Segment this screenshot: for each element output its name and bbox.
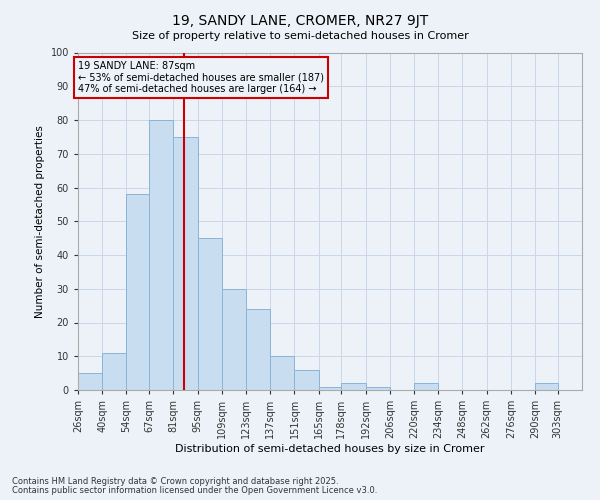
Bar [173,137,197,390]
Text: Contains HM Land Registry data © Crown copyright and database right 2025.: Contains HM Land Registry data © Crown c… [12,477,338,486]
Bar [270,356,295,390]
Bar [127,194,149,390]
Bar [197,238,222,390]
Bar [102,353,127,390]
Bar [149,120,173,390]
Y-axis label: Number of semi-detached properties: Number of semi-detached properties [35,125,45,318]
Bar [222,289,246,390]
Bar [414,383,438,390]
Bar [365,386,390,390]
Text: 19 SANDY LANE: 87sqm
← 53% of semi-detached houses are smaller (187)
47% of semi: 19 SANDY LANE: 87sqm ← 53% of semi-detac… [78,61,324,94]
Bar [341,383,365,390]
Bar [319,386,341,390]
Bar [78,373,102,390]
Bar [246,309,270,390]
Text: Contains public sector information licensed under the Open Government Licence v3: Contains public sector information licen… [12,486,377,495]
X-axis label: Distribution of semi-detached houses by size in Cromer: Distribution of semi-detached houses by … [175,444,485,454]
Bar [535,383,558,390]
Text: 19, SANDY LANE, CROMER, NR27 9JT: 19, SANDY LANE, CROMER, NR27 9JT [172,14,428,28]
Bar [295,370,319,390]
Text: Size of property relative to semi-detached houses in Cromer: Size of property relative to semi-detach… [131,31,469,41]
